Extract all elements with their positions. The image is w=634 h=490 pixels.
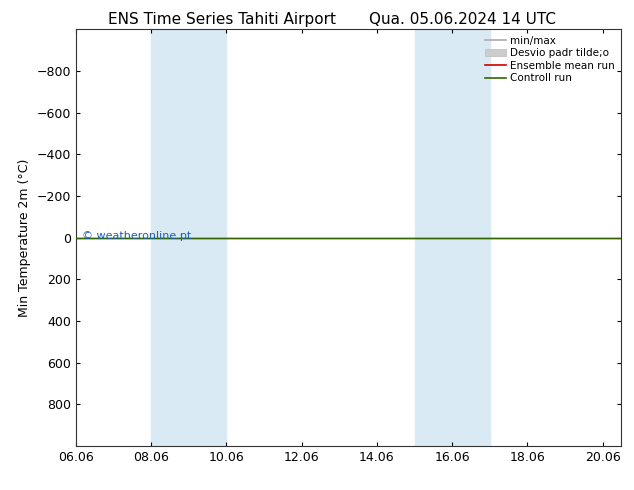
Text: © weatheronline.pt: © weatheronline.pt (82, 231, 191, 241)
Legend: min/max, Desvio padr tilde;o, Ensemble mean run, Controll run: min/max, Desvio padr tilde;o, Ensemble m… (482, 32, 618, 87)
Bar (152, 29, 226, 446)
Text: Qua. 05.06.2024 14 UTC: Qua. 05.06.2024 14 UTC (370, 12, 556, 27)
Bar (415, 29, 489, 446)
Text: ENS Time Series Tahiti Airport: ENS Time Series Tahiti Airport (108, 12, 336, 27)
Y-axis label: Min Temperature 2m (°C): Min Temperature 2m (°C) (18, 158, 31, 317)
